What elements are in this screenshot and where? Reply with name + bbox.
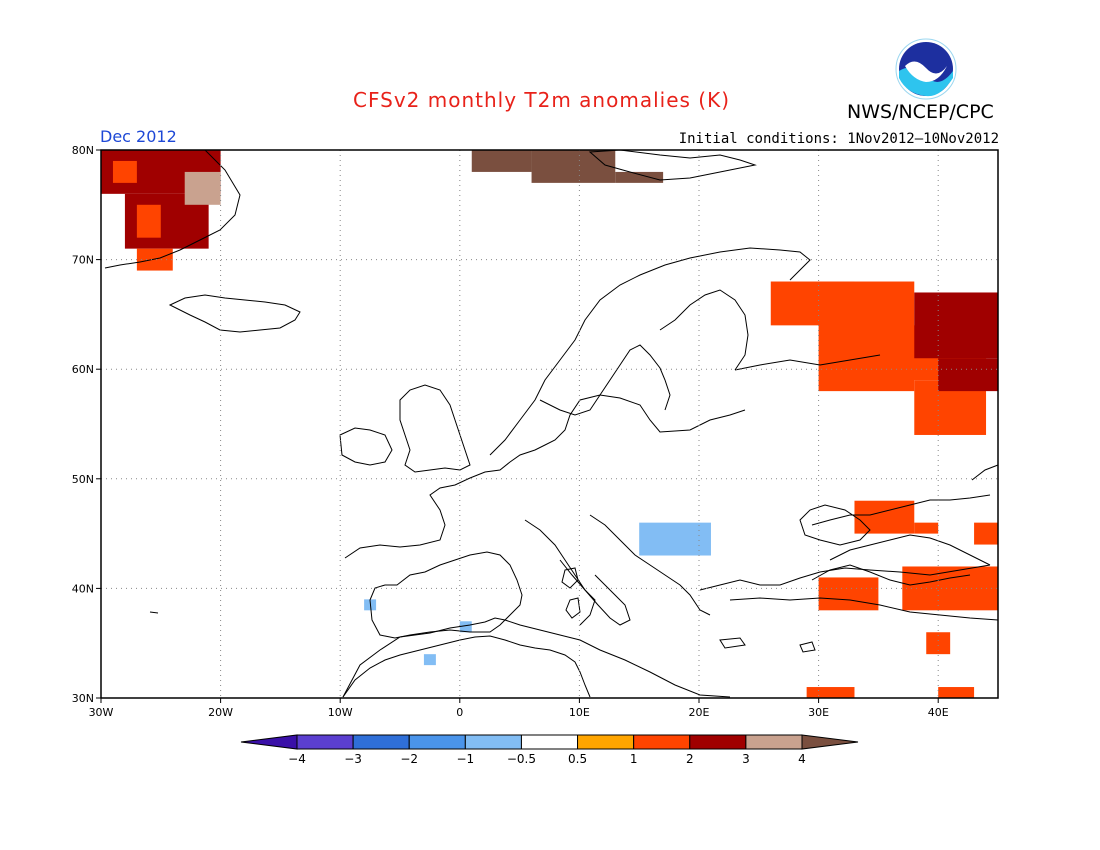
lon-tick-label: 40E [928,706,949,719]
colorbar-swatch [520,734,579,750]
colorbar-label: 1 [630,752,638,766]
lat-tick-label: 30N [72,692,94,705]
colorbar-label: 3 [742,752,750,766]
anomaly-cell [926,632,951,655]
lon-tick-label: 30E [808,706,829,719]
gridlines [101,150,998,698]
colorbar-swatch [577,734,635,750]
lon-tick-label: 20E [689,706,710,719]
colorbar-label: −2 [400,752,418,766]
colorbar-label: 0.5 [568,752,587,766]
colorbar-swatch [352,734,410,750]
axis-ticks: 30W 20W 10W 0 10E 20E 30E 40E 30N 40N 50N 60N 70N 80N [72,144,949,719]
anomaly-cell [639,522,711,556]
colorbar-label: 2 [686,752,694,766]
chart-title: CFSv2 monthly T2m anomalies (K) [353,88,730,112]
colorbar-end-high [801,734,859,750]
colorbar-swatch [633,734,691,750]
colorbar-label: −0.5 [507,752,536,766]
anomaly-cells [101,150,998,698]
map-frame [100,149,999,699]
anomaly-cell [136,204,161,238]
lon-tick-label: 30W [89,706,114,719]
anomaly-cell [806,687,855,698]
anomaly-cell [184,171,221,205]
colorbar: −4 −3 −2 −1 −0.5 0.5 1 2 3 4 [240,734,859,766]
noaa-logo-icon [895,38,957,100]
agency-label: NWS/NCEP/CPC [847,101,994,123]
lat-tick-label: 40N [72,582,94,595]
lon-tick-label: 0 [456,706,463,719]
lon-tick-label: 20W [208,706,233,719]
lon-tick-label: 10E [569,706,590,719]
anomaly-cell [423,654,436,666]
colorbar-label: −4 [288,752,306,766]
anomaly-cell [914,292,998,359]
initial-conditions-label: Initial conditions: 1Nov2012—10Nov2012 [678,131,999,147]
anomaly-cell [854,500,915,534]
anomaly-cell [818,577,879,611]
anomaly-cell [938,687,975,698]
colorbar-end-low [240,734,298,750]
coastlines [100,149,999,698]
anomaly-cell [471,150,532,172]
colorbar-swatch [689,734,747,750]
anomaly-cell [615,171,664,183]
colorbar-swatch [408,734,466,750]
lat-tick-label: 80N [72,144,94,157]
lat-tick-label: 50N [72,473,94,486]
anomaly-cell [974,522,998,545]
anomaly-cell [136,248,173,271]
colorbar-swatch [464,734,522,750]
colorbar-label: −3 [344,752,362,766]
anomaly-cell [459,621,472,633]
colorbar-swatch [296,734,354,750]
anomaly-cell [531,150,616,183]
colorbar-label: −1 [456,752,474,766]
anomaly-cell [914,522,939,534]
lat-tick-label: 60N [72,363,94,376]
anomaly-cell [112,160,137,183]
lat-tick-label: 70N [72,254,94,267]
forecast-month-label: Dec 2012 [100,127,177,146]
anomaly-cell [818,281,915,392]
colorbar-swatch [745,734,803,750]
lon-tick-label: 10W [328,706,353,719]
anomaly-cell [938,358,998,392]
colorbar-label: 4 [798,752,806,766]
